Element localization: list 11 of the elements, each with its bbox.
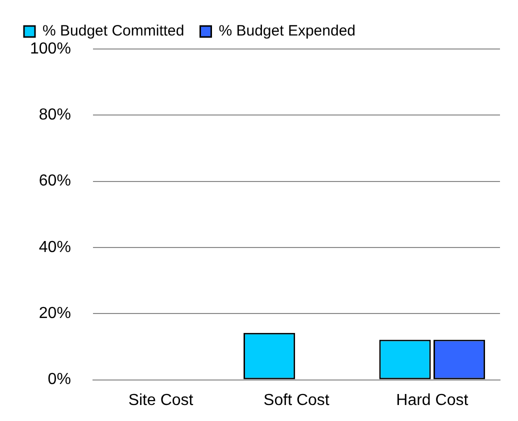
x-tick-label: Site Cost	[128, 392, 194, 409]
y-tick-label: 100%	[30, 40, 71, 58]
x-tick-label: Hard Cost	[396, 392, 469, 409]
y-tick-label: 60%	[38, 172, 71, 190]
x-tick-label: Soft Cost	[264, 392, 330, 409]
y-tick-label: 80%	[38, 106, 71, 124]
y-tick-label: 0%	[48, 371, 71, 388]
y-tick-label: 40%	[38, 238, 71, 256]
legend-label: % Budget Expended	[218, 22, 356, 40]
legend-label: % Budget Committed	[42, 22, 184, 40]
y-tick-label: 20%	[38, 305, 71, 322]
